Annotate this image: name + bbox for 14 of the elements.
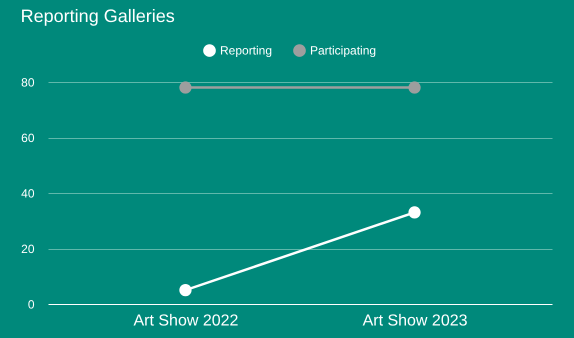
x-tick-label: Art Show 2022 bbox=[133, 312, 239, 330]
point bbox=[408, 81, 421, 94]
y-tick-label: 40 bbox=[21, 186, 35, 200]
x-tick-label: Art Show 2023 bbox=[362, 312, 468, 330]
y-tick-label: 60 bbox=[21, 131, 35, 145]
y-tick-label: 0 bbox=[28, 298, 35, 312]
y-tick-label: 80 bbox=[21, 76, 35, 90]
point bbox=[408, 206, 421, 219]
legend-label: Reporting bbox=[220, 44, 272, 58]
legend-label: Participating bbox=[310, 44, 376, 58]
point bbox=[179, 284, 192, 296]
chart-title: Reporting Galleries bbox=[20, 6, 175, 26]
y-tick-label: 20 bbox=[21, 242, 35, 256]
point bbox=[179, 81, 192, 94]
